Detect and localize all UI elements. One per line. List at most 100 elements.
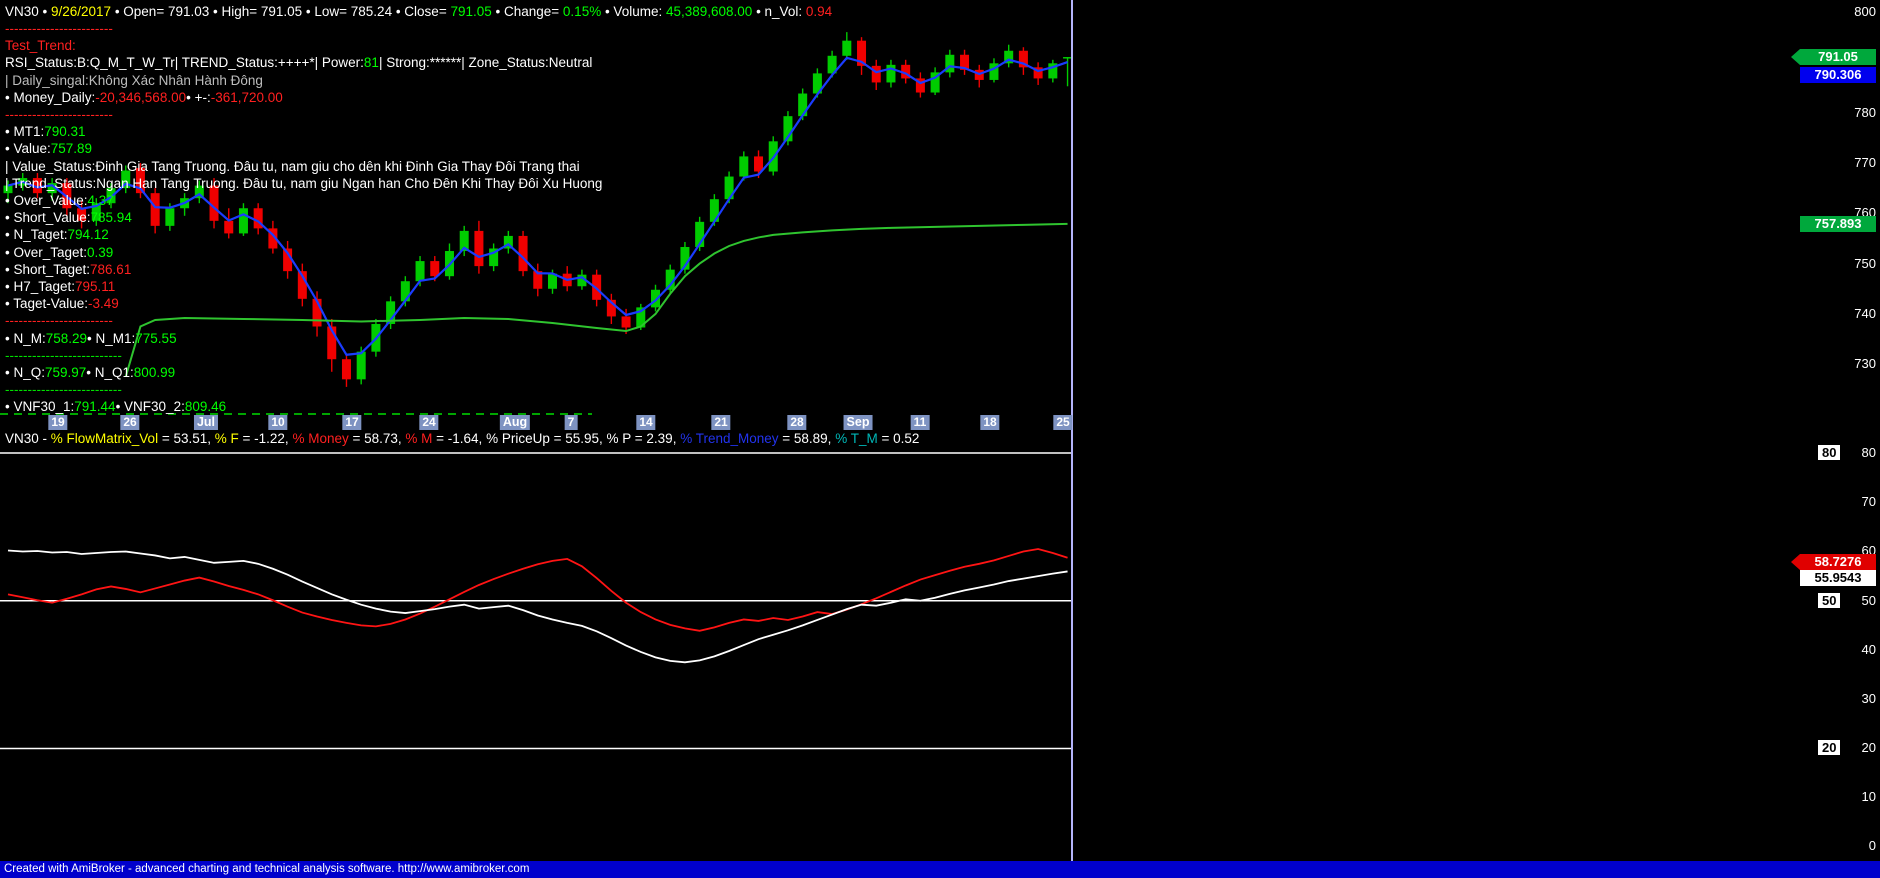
info-segment: 759.97 — [45, 365, 87, 381]
candle-body — [827, 55, 837, 74]
info-segment: 791.44 — [74, 399, 116, 415]
candle-body — [915, 78, 925, 93]
info-line: | Trend_Status:Ngan Han Tang Truong. Đâu… — [5, 175, 602, 192]
info-segment: • N_Q: — [5, 365, 45, 381]
candle-body — [503, 235, 513, 249]
candle-body — [709, 199, 719, 222]
info-segment: • Short_Taget: — [5, 261, 91, 277]
indicator-title-segment: % T_M — [835, 431, 882, 446]
candle-body — [415, 261, 425, 282]
quote-header-segment: 0.15% — [562, 4, 602, 19]
date-axis-label: 18 — [980, 415, 1000, 430]
info-line: • Money_Daily:-20,346,568.00• +-:-361,72… — [5, 89, 602, 106]
info-segment: RSI_Status:B:Q_M_T_W_Tr| TREND_Status:++… — [5, 55, 364, 71]
candle-body — [327, 326, 337, 360]
info-segment: -------------------------- — [5, 382, 122, 398]
info-segment: 809.46 — [184, 399, 227, 415]
candle-body — [489, 248, 499, 267]
status-bar: Created with AmiBroker - advanced charti… — [0, 861, 1880, 878]
candle-body — [621, 316, 631, 328]
info-line: • N_Taget:794.12 — [5, 226, 602, 243]
info-line: • Taget-Value:-3.49 — [5, 295, 602, 312]
date-axis-label: Sep — [843, 415, 873, 430]
quote-header-segment: • n_Vol: — [752, 4, 806, 19]
candle-body — [150, 193, 160, 226]
date-axis-label: 17 — [342, 415, 362, 430]
candle-body — [798, 93, 808, 117]
indicator-title-segment: VN30 - — [5, 431, 51, 446]
indicator-title-segment: % PriceUp = 55.95, % P = 2.39, — [486, 431, 681, 446]
info-segment: 757.89 — [50, 141, 93, 157]
candle-body — [533, 271, 543, 289]
candle-body — [871, 65, 881, 83]
candle-body — [3, 185, 13, 194]
info-segment: 786.61 — [90, 261, 132, 277]
candle-body — [91, 203, 101, 221]
candle-body — [312, 298, 322, 327]
info-line: • MT1:790.31 — [5, 123, 602, 140]
price-axis-label: 780 — [1854, 105, 1876, 120]
fast-ma-line — [7, 56, 1068, 356]
quote-header-segment: 45,389,608.00 — [665, 4, 753, 19]
info-segment: • Over_Taget: — [5, 244, 88, 260]
date-axis-label: Aug — [499, 415, 531, 430]
indicator-axis-label: 30 — [1861, 691, 1876, 706]
info-segment: • N_M1: — [87, 330, 136, 346]
indicator-title-segment: = 58.73, — [352, 431, 406, 446]
candle-body — [783, 116, 793, 142]
quote-header-segment: • Open= 791.03 • High= 791.05 • Low= 785… — [111, 4, 451, 19]
indicator-level-badge: 80 — [1818, 445, 1841, 460]
candle-body — [283, 248, 293, 272]
candle-body — [341, 359, 351, 380]
info-line: ------------------------ — [5, 20, 602, 37]
info-segment: | Daily_singal:Không Xác Nhân Hành Đông — [5, 72, 263, 88]
info-segment: -------------------------- — [5, 347, 122, 363]
info-line: • Short_Taget:786.61 — [5, 261, 602, 278]
candle-body — [135, 167, 145, 194]
indicator-axis-label: 70 — [1861, 494, 1876, 509]
indicator-axis-label: 0 — [1868, 838, 1876, 853]
info-segment: -3.49 — [88, 296, 119, 312]
indicator-level-badge: 50 — [1818, 593, 1841, 608]
info-line: Test_Trend: — [5, 37, 602, 54]
indicator-axis-label: 50 — [1861, 593, 1876, 608]
info-segment: • Taget-Value: — [5, 296, 89, 312]
info-line: • Over_Taget:0.39 — [5, 244, 602, 261]
info-line: • N_Q:759.97• N_Q1:800.99 — [5, 364, 602, 381]
indicator-tag: 58.7276 — [1791, 554, 1876, 570]
amibroker-credit-text[interactable]: Created with AmiBroker - advanced charti… — [4, 863, 530, 875]
info-segment: 0.39 — [87, 244, 114, 260]
candle-body — [518, 235, 528, 272]
candle-body — [459, 230, 469, 252]
info-segment: 758.29 — [45, 330, 88, 346]
date-axis-label: 26 — [120, 415, 140, 430]
info-segment: -361,720.00 — [210, 89, 283, 105]
trend-info-block: ------------------------ Test_Trend: RSI_S… — [5, 20, 602, 416]
candle-body — [356, 351, 366, 380]
info-segment: • Over_Value: — [5, 193, 88, 209]
price-tag: 790.306 — [1800, 67, 1876, 83]
info-segment: 794.12 — [67, 227, 109, 243]
candle-body — [268, 228, 278, 249]
candle-body — [901, 64, 911, 79]
candle-body — [1033, 67, 1043, 79]
info-line: -------------------------- — [5, 381, 602, 398]
candle-body — [812, 73, 822, 94]
quote-header: VN30 • 9/26/2017 • Open= 791.03 • High= … — [5, 4, 832, 19]
info-segment: 81 — [363, 55, 379, 71]
indicator-title-segment: % F — [214, 431, 243, 446]
quote-header-segment: 791.05 — [450, 4, 492, 19]
indicator-title-segment: = 0.52 — [881, 431, 920, 446]
date-axis-label: 28 — [787, 415, 807, 430]
info-segment: • Short_Value: — [5, 210, 91, 226]
info-segment: Test_Trend: — [5, 38, 76, 54]
info-segment: 790.31 — [44, 124, 86, 140]
candle-body — [1018, 50, 1028, 68]
quote-header-segment: 9/26/2017 — [51, 4, 112, 19]
info-line: • N_M:758.29• N_M1:775.55 — [5, 330, 602, 347]
date-axis-label: 21 — [711, 415, 731, 430]
info-line: • Over_Value:4.37 — [5, 192, 602, 209]
candle-body — [651, 289, 661, 308]
indicator-axis-label: 40 — [1861, 642, 1876, 657]
